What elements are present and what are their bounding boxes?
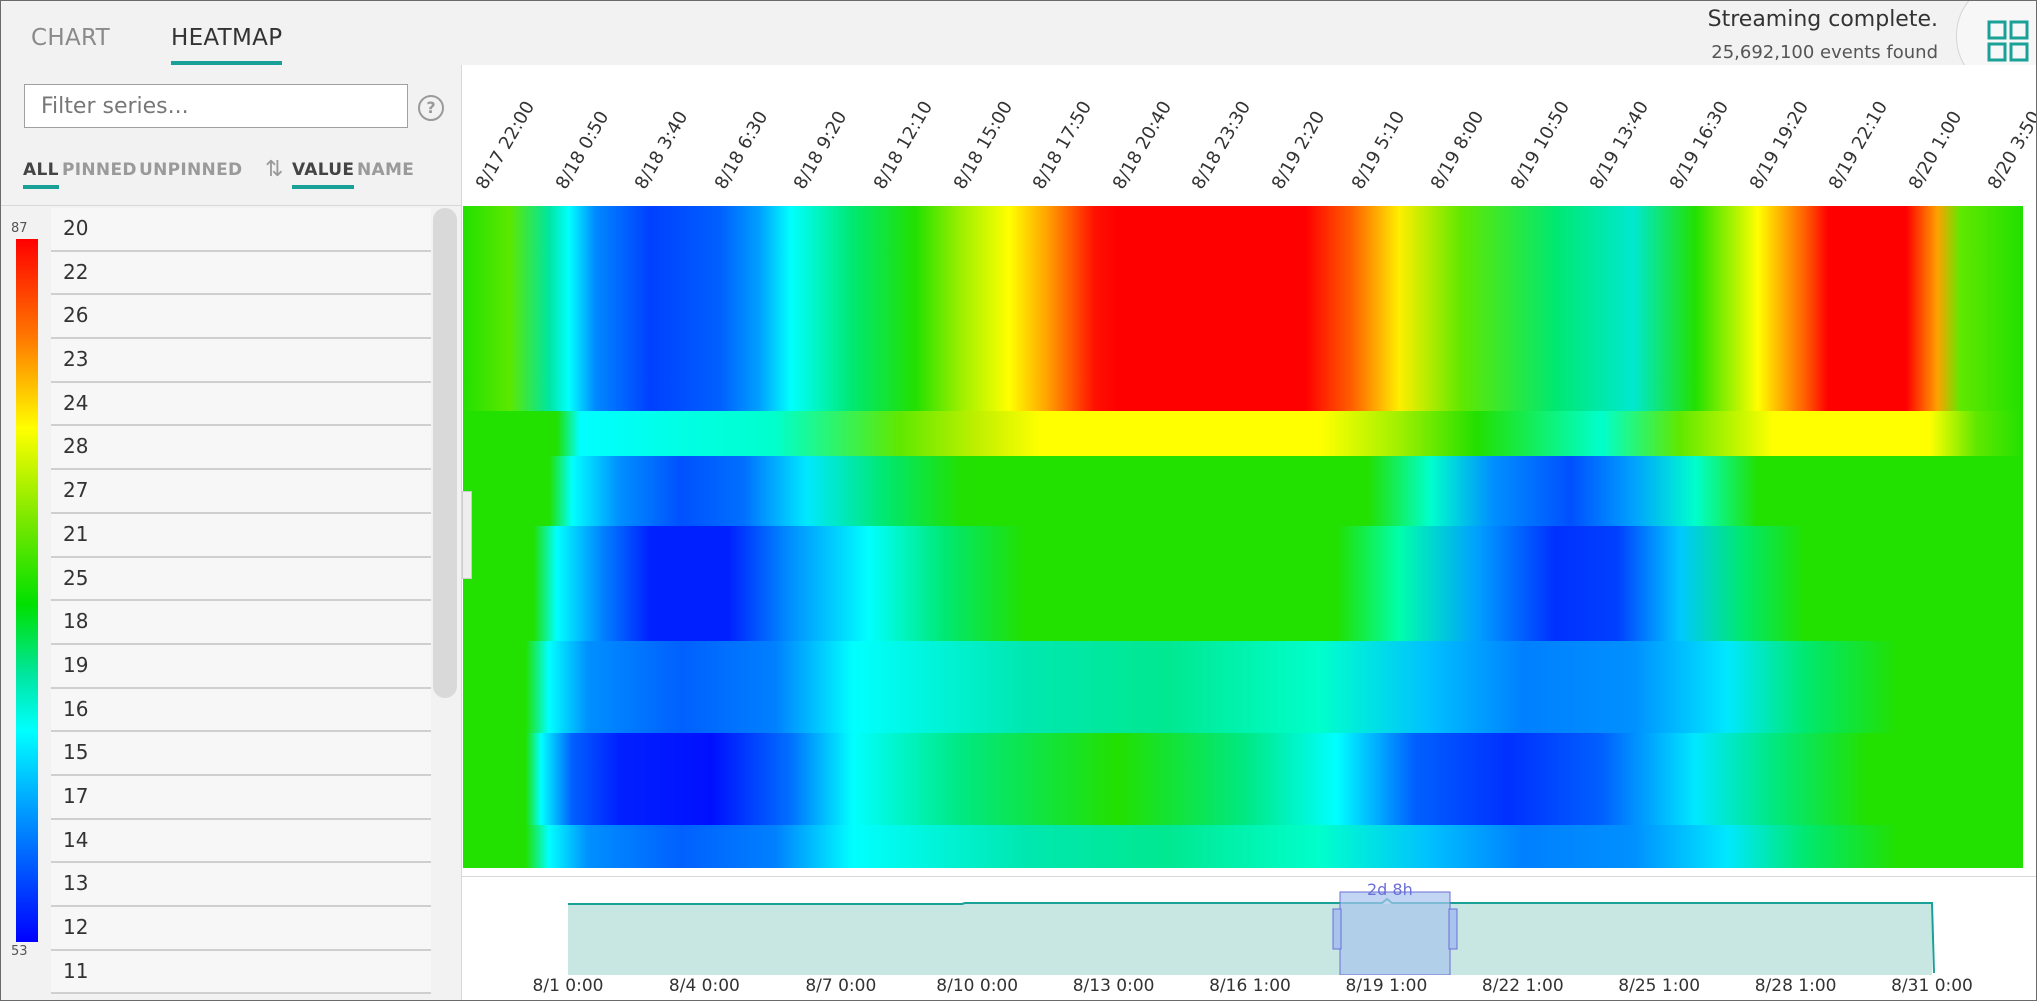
time-label: 8/18 17:50 <box>1029 97 1097 193</box>
selection-duration: 2d 8h <box>1367 880 1413 899</box>
series-item[interactable]: 22 <box>51 251 431 296</box>
heatmap[interactable] <box>463 206 2023 868</box>
time-label: 8/19 16:30 <box>1665 97 1734 193</box>
series-item[interactable]: 21 <box>51 513 431 558</box>
overview-label: 8/7 0:00 <box>805 976 877 996</box>
overview-label: 8/1 0:00 <box>532 976 604 996</box>
time-label: 8/19 22:10 <box>1825 97 1893 193</box>
overview-label: 8/31 0:00 <box>1891 976 1973 996</box>
series-item[interactable]: 16 <box>51 688 431 733</box>
overview-label: 8/25 1:00 <box>1618 976 1701 996</box>
selection-handle-right[interactable] <box>1448 908 1458 950</box>
overview-label: 8/16 1:00 <box>1209 976 1291 996</box>
filter-series-input[interactable] <box>24 84 408 128</box>
series-item[interactable]: 20 <box>51 208 431 252</box>
series-list: 20 22 26 23 24 28 27 21 25 18 19 16 15 17 14 13 12 11 <box>51 208 431 995</box>
time-label: 8/19 19:20 <box>1745 97 1813 193</box>
overview-timeline[interactable]: 2d 8h 8/1 0:00 8/4 0:00 8/7 0:00 8/10 0:00 8… <box>462 876 2036 1000</box>
overview-label: 8/19 1:00 <box>1345 976 1428 996</box>
time-label: 8/18 9:20 <box>790 107 852 193</box>
series-item[interactable]: 11 <box>51 950 431 995</box>
overview-label: 8/13 0:00 <box>1072 976 1155 996</box>
sort-name[interactable]: NAME <box>357 160 415 180</box>
time-label: 8/20 3:50 <box>1984 107 2037 193</box>
filter-unpinned[interactable]: UNPINNED <box>139 160 243 180</box>
series-item[interactable]: 17 <box>51 775 431 820</box>
sort-icon[interactable]: ⇅ <box>265 157 284 182</box>
time-label: 8/18 20:40 <box>1108 97 1176 193</box>
status-text: Streaming complete. <box>1707 7 1938 32</box>
tab-chart[interactable]: CHART <box>31 25 110 51</box>
time-label: 8/18 15:00 <box>949 97 1017 193</box>
series-panel: ? ALL PINNED UNPINNED ⇅ VALUE NAME 87 53… <box>1 65 462 1000</box>
time-label: 8/18 0:50 <box>551 107 613 193</box>
series-item[interactable]: 14 <box>51 819 431 864</box>
event-count: 25,692,100 events found <box>1711 42 1938 63</box>
top-bar: CHART HEATMAP Streaming complete. 25,692… <box>1 1 2036 91</box>
selection-range[interactable] <box>1339 891 1451 975</box>
series-item[interactable]: 24 <box>51 382 431 427</box>
series-item[interactable]: 15 <box>51 732 431 776</box>
series-item[interactable]: 19 <box>51 644 431 689</box>
overview-label: 8/10 0:00 <box>936 976 1019 996</box>
time-label: 8/17 22:00 <box>471 97 540 193</box>
series-item[interactable]: 27 <box>51 470 431 514</box>
tab-heatmap[interactable]: HEATMAP <box>171 25 283 65</box>
overview-label: 8/28 1:00 <box>1754 976 1837 996</box>
series-scrollbar[interactable] <box>433 208 457 698</box>
time-label: 8/19 10:50 <box>1506 97 1574 193</box>
time-label: 8/18 6:30 <box>710 107 773 193</box>
time-label: 8/20 1:00 <box>1904 107 1967 193</box>
time-label: 8/19 13:40 <box>1586 97 1654 193</box>
overview-label: 8/22 1:00 <box>1481 976 1564 996</box>
series-item[interactable]: 13 <box>51 863 431 907</box>
overview-label: 8/4 0:00 <box>668 976 740 996</box>
heatmap-splitter-handle[interactable] <box>462 491 472 579</box>
series-item[interactable]: 12 <box>51 907 431 951</box>
time-label: 8/19 2:20 <box>1267 107 1330 193</box>
time-label: 8/18 3:40 <box>631 107 693 193</box>
series-item[interactable]: 23 <box>51 339 431 383</box>
time-label: 8/19 5:10 <box>1347 107 1409 193</box>
legend-max: 87 <box>11 221 28 236</box>
legend-min: 53 <box>11 944 28 959</box>
time-axis: 8/17 22:00 8/18 0:50 8/18 3:40 8/18 6:30 8/1… <box>462 65 2036 205</box>
filter-all[interactable]: ALL <box>23 160 59 189</box>
color-legend <box>16 239 38 942</box>
series-item[interactable]: 25 <box>51 557 431 602</box>
time-label: 8/18 12:10 <box>869 97 938 193</box>
series-item[interactable]: 28 <box>51 426 431 471</box>
series-item[interactable]: 26 <box>51 295 431 340</box>
panel-divider <box>1 205 461 206</box>
selection-handle-left[interactable] <box>1332 908 1342 950</box>
help-icon[interactable]: ? <box>418 95 444 121</box>
grid-icon <box>1987 20 2029 62</box>
time-label: 8/19 8:00 <box>1427 107 1489 193</box>
sort-value[interactable]: VALUE <box>292 160 355 189</box>
filter-pinned[interactable]: PINNED <box>62 160 137 180</box>
status-panel: Streaming complete. 25,692,100 events fo… <box>1708 7 1938 63</box>
series-item[interactable]: 18 <box>51 601 431 645</box>
time-label: 8/18 23:30 <box>1188 97 1256 193</box>
